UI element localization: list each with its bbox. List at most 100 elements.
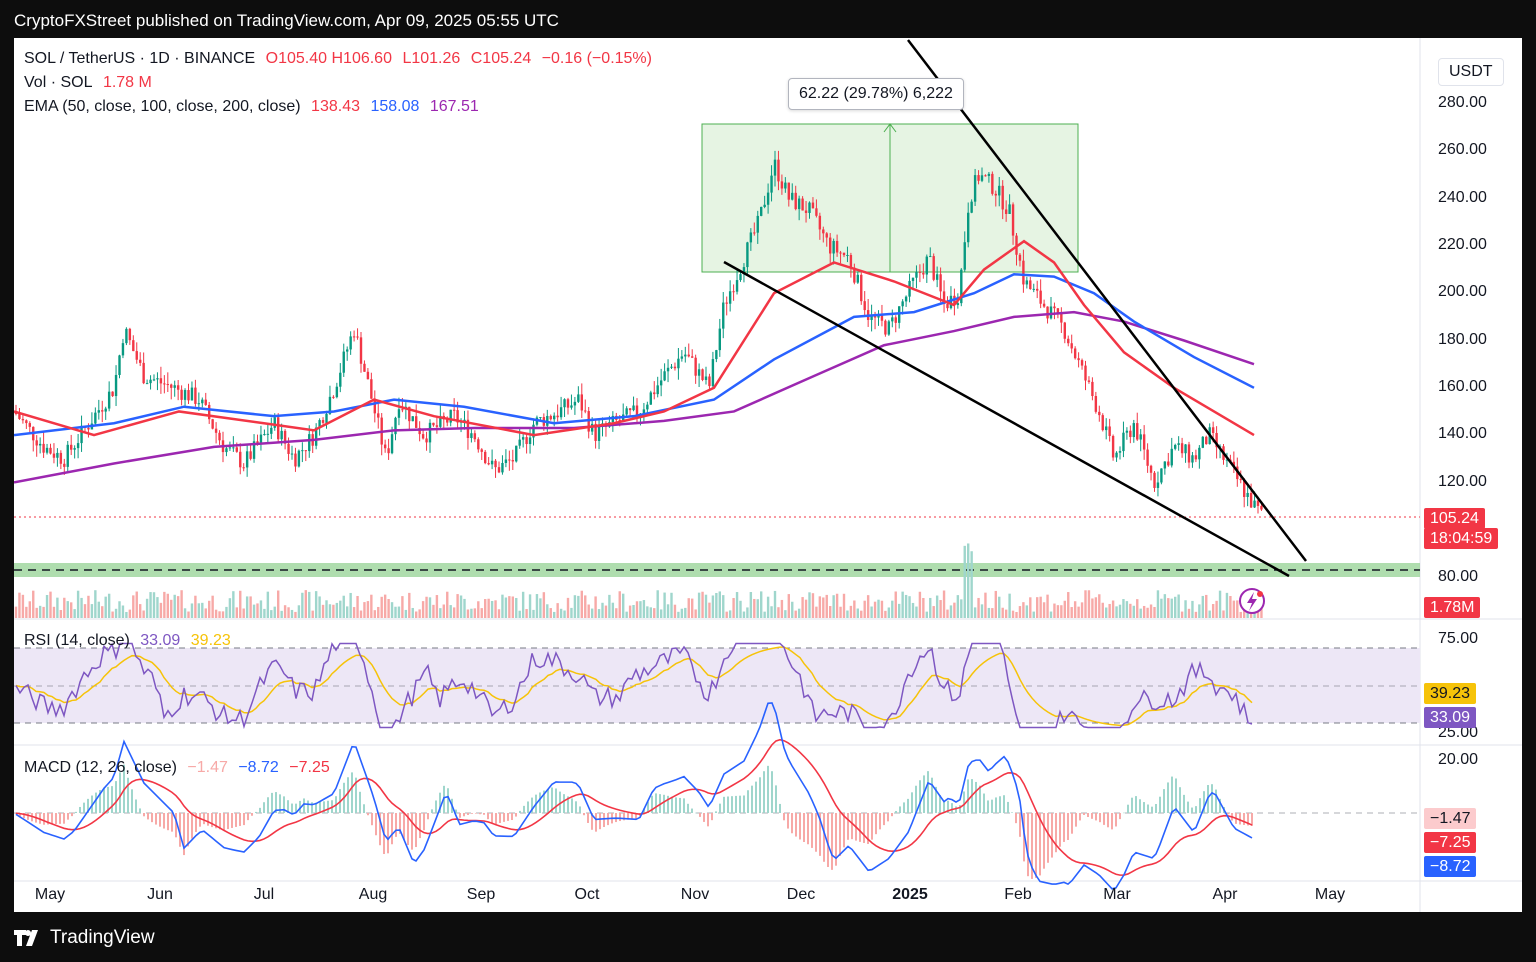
- x-tick-year: 2025: [892, 886, 928, 903]
- volume-bar: [691, 598, 694, 618]
- volume-bar: [211, 595, 214, 618]
- candle-body: [59, 452, 63, 464]
- macd-hist-bar: [1195, 806, 1197, 813]
- volume-bar: [477, 601, 480, 618]
- macd-hist-bar: [427, 813, 429, 820]
- volume-bar: [635, 601, 639, 618]
- candle-body: [1053, 306, 1056, 309]
- volume-bar: [625, 611, 628, 618]
- volume-bar: [421, 601, 425, 618]
- volume-bar: [1080, 602, 1084, 618]
- candle-body: [418, 427, 421, 435]
- candle-body: [673, 366, 677, 369]
- volume-bar: [1094, 597, 1098, 618]
- candle-body: [318, 420, 321, 428]
- volume-bar: [456, 594, 459, 618]
- volume-bar: [249, 596, 252, 618]
- volume-bar: [573, 595, 577, 618]
- macd-hist-bar: [247, 813, 249, 821]
- candle-body: [1129, 430, 1132, 438]
- currency-label[interactable]: USDT: [1438, 58, 1504, 86]
- volume-bar: [615, 608, 618, 618]
- rsi-ma-line: [15, 646, 1253, 727]
- volume-bar: [1229, 596, 1232, 618]
- volume-bar: [622, 593, 625, 618]
- macd-hist-bar: [715, 811, 717, 813]
- macd-hist-bar: [139, 808, 141, 813]
- candle-body: [818, 215, 822, 230]
- macd-hist-bar: [55, 813, 57, 825]
- macd-legend: MACD (12, 26, close) −1.47 −8.72 −7.25: [24, 759, 330, 777]
- macd-hist-bar: [1215, 789, 1217, 813]
- candle-body: [1201, 436, 1204, 448]
- macd-hist-bar: [63, 813, 65, 824]
- macd-hist-bar: [927, 771, 929, 813]
- macd-hist-bar: [755, 781, 757, 813]
- publish-header: CryptoFXStreet published on TradingView.…: [14, 11, 559, 30]
- macd-hist-bar: [1031, 813, 1033, 879]
- volume-bar: [715, 592, 718, 618]
- macd-hist-bar: [731, 796, 733, 813]
- candle-body: [349, 336, 352, 350]
- macd-hist-bar: [471, 813, 473, 814]
- x-tick: Sep: [466, 886, 496, 903]
- rsi-value: 33.09: [140, 632, 181, 649]
- volume-bar: [1001, 607, 1004, 618]
- macd-hist-bar: [271, 792, 273, 813]
- volume-bar: [866, 595, 870, 618]
- volume-bar: [973, 607, 977, 618]
- candle-body: [1194, 455, 1198, 460]
- macd-hist-bar: [583, 813, 585, 816]
- volume-bar: [1167, 598, 1170, 618]
- candle-body: [97, 410, 100, 413]
- volume-bar: [994, 590, 997, 618]
- candle-body: [559, 407, 563, 418]
- macd-hist-bar: [819, 813, 821, 856]
- macd-hist-bar: [467, 813, 469, 815]
- chart-frame[interactable]: SOL / TetherUS · 1D · BINANCE O105.40 H1…: [14, 38, 1522, 912]
- candle-body: [66, 444, 69, 467]
- volume-bar: [677, 611, 680, 618]
- macd-hist-bar: [163, 813, 165, 829]
- macd-hist-bar: [1027, 813, 1029, 877]
- candle-body: [708, 376, 711, 387]
- candle-body: [190, 387, 194, 401]
- volume-bar: [459, 595, 463, 618]
- macd-hist-bar: [1251, 813, 1253, 826]
- macd-hist-bar: [1199, 798, 1201, 813]
- candle-body: [784, 182, 787, 189]
- volume-bar: [1077, 606, 1080, 618]
- volume-bar: [935, 595, 939, 618]
- volume-bar: [725, 611, 728, 618]
- candle-body: [932, 256, 935, 280]
- candle-body: [949, 295, 953, 309]
- candle-body: [1174, 444, 1177, 449]
- volume-bar: [239, 590, 242, 618]
- volume-bar: [270, 610, 273, 618]
- macd-hist-bar: [847, 813, 849, 840]
- candle-body: [194, 387, 197, 404]
- macd-hist-bar: [567, 796, 569, 813]
- volume-bar: [728, 610, 732, 618]
- volume-bar: [1232, 600, 1236, 618]
- volume-bar: [63, 597, 66, 618]
- candle-body: [1101, 415, 1104, 431]
- chart-canvas[interactable]: [14, 38, 1522, 912]
- volume-bar: [1136, 599, 1139, 618]
- volume-bar: [1118, 604, 1122, 618]
- macd-hist-bar: [1003, 795, 1005, 813]
- macd-hist-bar: [147, 813, 149, 820]
- candle-body: [383, 444, 387, 449]
- candle-body: [183, 390, 187, 400]
- volume-bar: [76, 590, 80, 618]
- macd-hist-bar: [579, 806, 581, 813]
- macd-hist-bar: [827, 813, 829, 867]
- macd-hist-bar: [459, 813, 461, 818]
- volume-bar: [1174, 596, 1177, 618]
- volume-bar: [873, 601, 877, 618]
- candle-body: [35, 440, 38, 446]
- volume-bar: [325, 600, 328, 618]
- candle-body: [773, 159, 777, 176]
- x-tick: Nov: [680, 886, 710, 903]
- tradingview-footer[interactable]: TradingView: [14, 926, 155, 950]
